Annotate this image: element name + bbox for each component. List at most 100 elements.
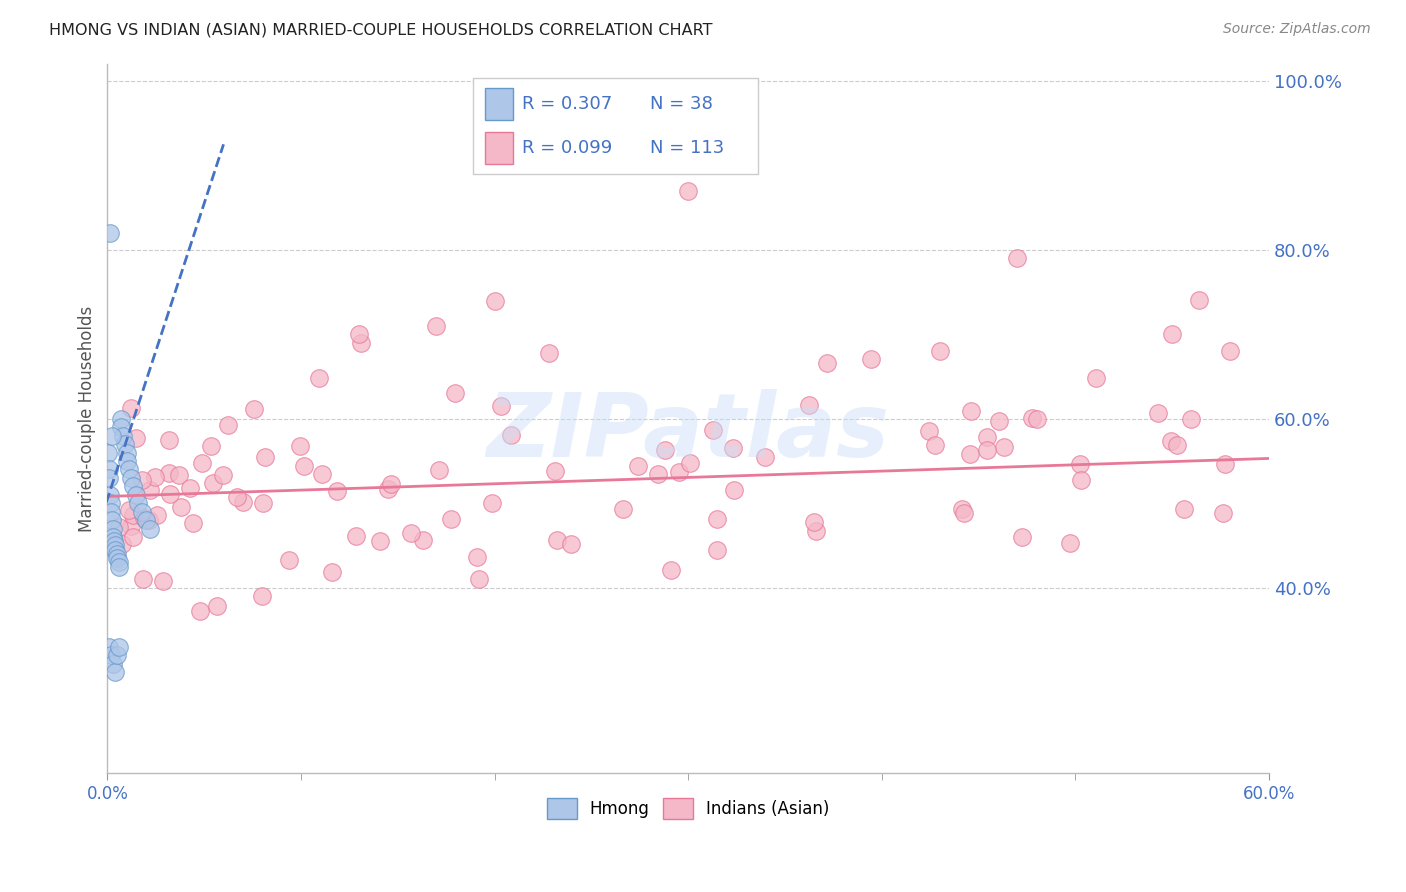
Point	[202, 475, 225, 490]
Point	[311, 467, 333, 482]
Point	[205, 599, 228, 614]
Point	[308, 371, 330, 385]
Point	[412, 533, 434, 548]
Point	[104, 665, 127, 679]
Point	[131, 473, 153, 487]
Point	[97, 445, 120, 459]
Point	[108, 555, 131, 569]
Point	[120, 519, 142, 533]
Point	[157, 467, 180, 481]
Point	[924, 438, 946, 452]
Point	[425, 318, 447, 333]
Point	[146, 508, 169, 522]
Point	[108, 559, 131, 574]
Point	[928, 344, 950, 359]
Point	[797, 398, 820, 412]
Point	[110, 411, 132, 425]
Point	[115, 454, 138, 468]
Point	[98, 640, 121, 654]
Point	[131, 505, 153, 519]
Point	[659, 563, 682, 577]
Point	[950, 501, 973, 516]
Point	[98, 226, 121, 240]
Point	[859, 352, 882, 367]
Point	[350, 335, 373, 350]
Point	[1025, 411, 1047, 425]
Point	[288, 439, 311, 453]
Point	[1069, 457, 1091, 471]
Point	[125, 488, 148, 502]
Point	[491, 399, 513, 413]
Point	[124, 431, 146, 445]
Text: HMONG VS INDIAN (ASIAN) MARRIED-COUPLE HOUSEHOLDS CORRELATION CHART: HMONG VS INDIAN (ASIAN) MARRIED-COUPLE H…	[49, 22, 713, 37]
Point	[560, 537, 582, 551]
Point	[226, 490, 249, 504]
Point	[723, 483, 745, 498]
Point	[138, 483, 160, 497]
Point	[468, 572, 491, 586]
Point	[121, 479, 143, 493]
Point	[152, 574, 174, 589]
Point	[1213, 458, 1236, 472]
Point	[170, 500, 193, 514]
Point	[754, 450, 776, 465]
Point	[1212, 506, 1234, 520]
Point	[100, 648, 122, 663]
Point	[252, 496, 274, 510]
Point	[122, 508, 145, 522]
Point	[537, 345, 560, 359]
Point	[676, 184, 699, 198]
Point	[1070, 473, 1092, 487]
Point	[212, 467, 235, 482]
Point	[114, 437, 136, 451]
Point	[143, 470, 166, 484]
Point	[105, 648, 128, 663]
Point	[159, 434, 181, 448]
Point	[118, 462, 141, 476]
Point	[380, 476, 402, 491]
Point	[377, 482, 399, 496]
Point	[706, 512, 728, 526]
Point	[1021, 410, 1043, 425]
Point	[959, 404, 981, 418]
Point	[120, 471, 142, 485]
Point	[103, 522, 125, 536]
Point	[159, 487, 181, 501]
Point	[188, 604, 211, 618]
Point	[1147, 406, 1170, 420]
Point	[190, 456, 212, 470]
Point	[627, 458, 650, 473]
Point	[612, 502, 634, 516]
Point	[104, 538, 127, 552]
Point	[344, 529, 367, 543]
Point	[1059, 536, 1081, 550]
Point	[1007, 252, 1029, 266]
Point	[481, 496, 503, 510]
Point	[702, 423, 724, 437]
Point	[976, 443, 998, 458]
Point	[131, 572, 153, 586]
Point	[127, 496, 149, 510]
Point	[347, 327, 370, 342]
Point	[101, 513, 124, 527]
Point	[217, 417, 239, 432]
Point	[100, 505, 122, 519]
Point	[668, 465, 690, 479]
Legend: Hmong, Indians (Asian): Hmong, Indians (Asian)	[540, 792, 837, 825]
Point	[499, 428, 522, 442]
Point	[484, 293, 506, 308]
Point	[104, 542, 127, 557]
Point	[1180, 411, 1202, 425]
Point	[103, 534, 125, 549]
Point	[443, 386, 465, 401]
Point	[465, 550, 488, 565]
Point	[181, 516, 204, 531]
Point	[1161, 327, 1184, 342]
Point	[278, 552, 301, 566]
Point	[976, 430, 998, 444]
Point	[167, 467, 190, 482]
Point	[546, 533, 568, 548]
Point	[953, 506, 976, 520]
Point	[98, 488, 121, 502]
Point	[803, 515, 825, 529]
